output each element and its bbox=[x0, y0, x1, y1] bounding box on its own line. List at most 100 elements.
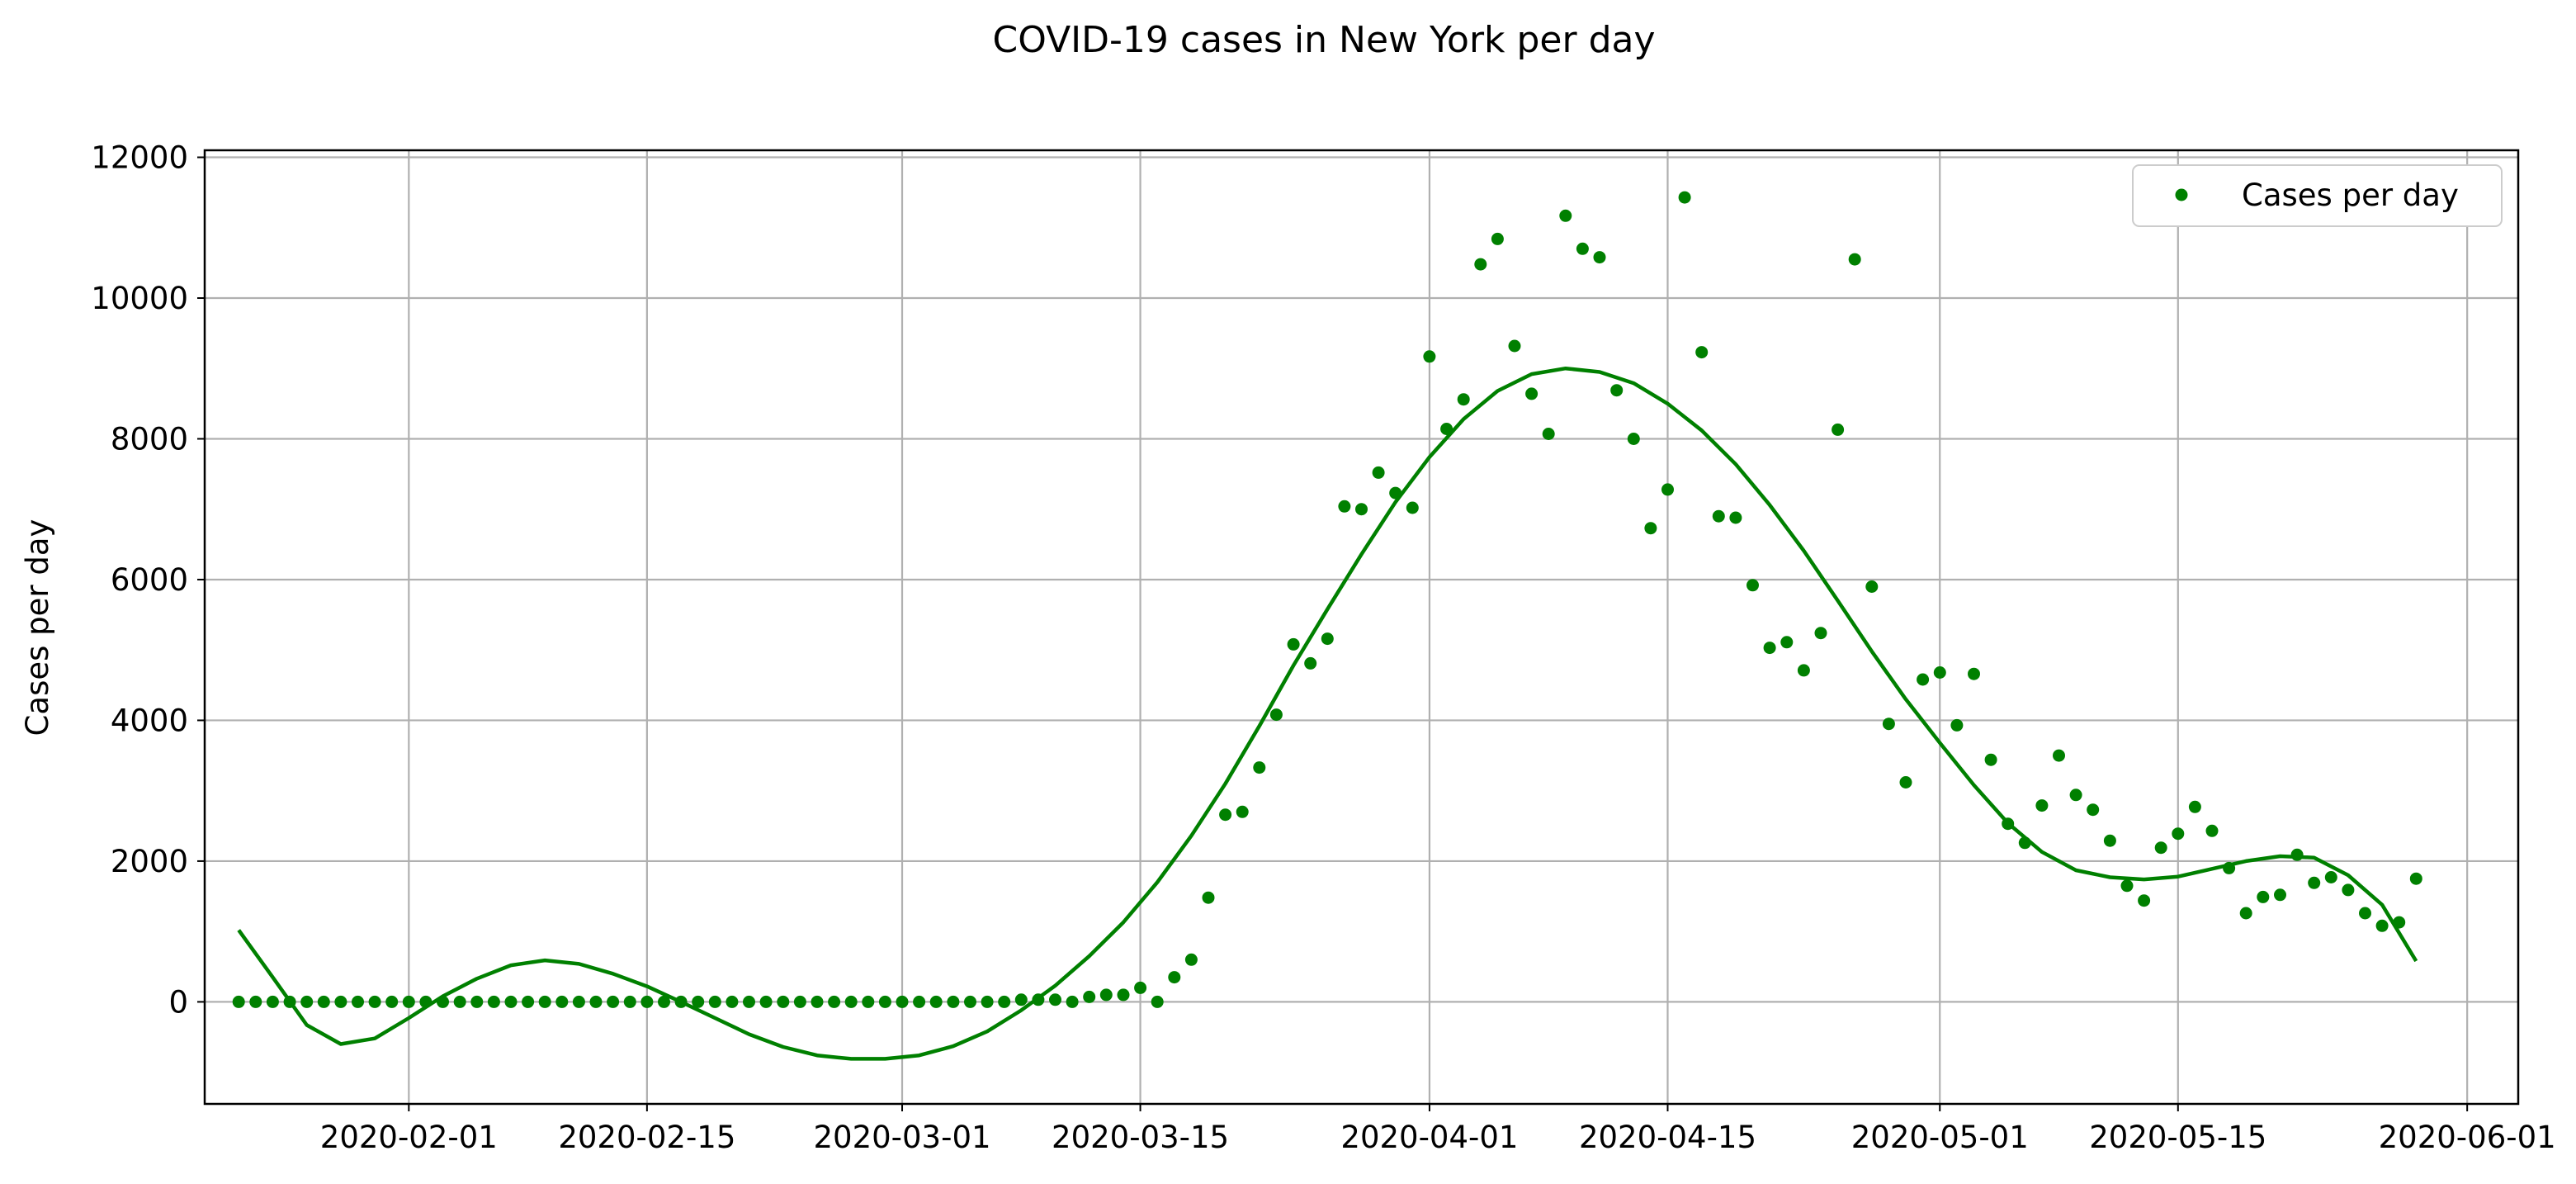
data-point bbox=[1763, 642, 1776, 655]
data-point bbox=[437, 995, 449, 1008]
data-point bbox=[522, 995, 535, 1008]
data-point bbox=[964, 995, 976, 1008]
data-point bbox=[249, 995, 262, 1008]
data-point bbox=[1014, 993, 1028, 1006]
x-tick-label: 2020-05-15 bbox=[2089, 1120, 2266, 1155]
data-point bbox=[2035, 799, 2049, 812]
data-point bbox=[368, 995, 381, 1008]
data-point bbox=[2324, 871, 2337, 883]
data-point bbox=[1832, 423, 1845, 436]
data-point bbox=[981, 995, 994, 1008]
data-point bbox=[1457, 393, 1470, 406]
data-point bbox=[811, 995, 824, 1008]
data-point bbox=[2274, 888, 2286, 902]
data-point bbox=[555, 995, 569, 1008]
data-point bbox=[1304, 656, 1317, 670]
x-tick-label: 2020-04-01 bbox=[1340, 1120, 1518, 1155]
data-point bbox=[828, 995, 841, 1008]
data-point bbox=[947, 995, 960, 1008]
x-tick-label: 2020-06-01 bbox=[2379, 1120, 2556, 1155]
y-tick-label: 10000 bbox=[91, 281, 188, 316]
data-point bbox=[1661, 483, 1674, 496]
data-point bbox=[1899, 776, 1912, 789]
y-tick-label: 6000 bbox=[111, 562, 188, 598]
data-point bbox=[2223, 861, 2236, 874]
data-point bbox=[352, 995, 364, 1008]
y-tick-label: 0 bbox=[168, 984, 188, 1020]
x-tick-label: 2020-05-01 bbox=[1851, 1120, 2029, 1155]
data-point bbox=[2087, 803, 2100, 817]
y-axis-title: Cases per day bbox=[20, 519, 55, 736]
data-point bbox=[1406, 501, 1419, 514]
legend-marker bbox=[2175, 188, 2188, 201]
data-point bbox=[878, 995, 891, 1008]
data-point bbox=[2120, 879, 2134, 893]
data-point bbox=[334, 995, 347, 1008]
data-point bbox=[1202, 891, 1215, 904]
data-point bbox=[1984, 753, 1997, 766]
x-tick-label: 2020-02-15 bbox=[558, 1120, 735, 1155]
data-point bbox=[1168, 971, 1181, 984]
data-point bbox=[1423, 350, 1436, 363]
data-point bbox=[572, 995, 585, 1008]
data-point bbox=[1627, 433, 1640, 445]
data-point bbox=[419, 995, 432, 1008]
grid-lines bbox=[205, 150, 2518, 1104]
data-point bbox=[1695, 346, 1709, 359]
data-point bbox=[1950, 718, 1964, 732]
data-point bbox=[1933, 666, 1946, 679]
data-point bbox=[2002, 817, 2015, 831]
fit-curve-line bbox=[237, 366, 2418, 1061]
data-point bbox=[2290, 848, 2304, 861]
data-point bbox=[1525, 387, 1539, 400]
data-point bbox=[1134, 981, 1147, 994]
data-point bbox=[1814, 627, 1827, 640]
data-point bbox=[1355, 503, 1368, 516]
data-point bbox=[1269, 708, 1283, 722]
legend-label: Cases per day bbox=[2242, 178, 2459, 213]
data-point bbox=[2018, 836, 2031, 850]
data-point bbox=[1474, 258, 1487, 271]
data-point bbox=[1508, 339, 1521, 353]
data-point bbox=[1865, 580, 1879, 593]
data-point bbox=[759, 995, 773, 1008]
data-point bbox=[1678, 191, 1691, 204]
data-point bbox=[1389, 486, 1402, 500]
data-point bbox=[658, 995, 670, 1008]
x-tick-label: 2020-02-01 bbox=[320, 1120, 498, 1155]
data-point bbox=[283, 995, 296, 1008]
data-point bbox=[2053, 749, 2065, 762]
data-point bbox=[266, 995, 279, 1008]
data-point bbox=[487, 995, 500, 1008]
y-axis: 0 2000 4000 6000 8000 10000 12000 bbox=[91, 140, 205, 1020]
y-tick-label: 12000 bbox=[91, 140, 188, 176]
data-point bbox=[777, 995, 790, 1008]
data-point bbox=[1491, 232, 1504, 245]
data-point bbox=[1287, 637, 1300, 651]
data-point bbox=[1219, 808, 1232, 822]
data-point bbox=[1746, 579, 1759, 592]
data-point bbox=[1253, 761, 1266, 774]
data-point bbox=[453, 995, 466, 1008]
data-point bbox=[1049, 993, 1061, 1006]
data-point bbox=[1542, 428, 1555, 440]
data-point bbox=[1372, 466, 1385, 479]
data-point bbox=[793, 995, 806, 1008]
data-point bbox=[1576, 242, 1589, 255]
data-point bbox=[589, 995, 603, 1008]
data-point bbox=[402, 995, 415, 1008]
data-point bbox=[1848, 253, 1861, 266]
y-tick-label: 2000 bbox=[111, 844, 188, 879]
data-point bbox=[998, 995, 1011, 1008]
data-point bbox=[844, 995, 858, 1008]
data-point bbox=[504, 995, 518, 1008]
data-point bbox=[2409, 872, 2422, 885]
data-point bbox=[2138, 894, 2151, 907]
data-point bbox=[2257, 890, 2270, 903]
data-point bbox=[385, 995, 399, 1008]
fit-curve bbox=[237, 366, 2418, 1061]
data-point bbox=[1338, 500, 1351, 513]
data-point bbox=[1712, 509, 1725, 523]
data-point bbox=[2239, 907, 2252, 920]
data-point bbox=[2308, 876, 2321, 889]
